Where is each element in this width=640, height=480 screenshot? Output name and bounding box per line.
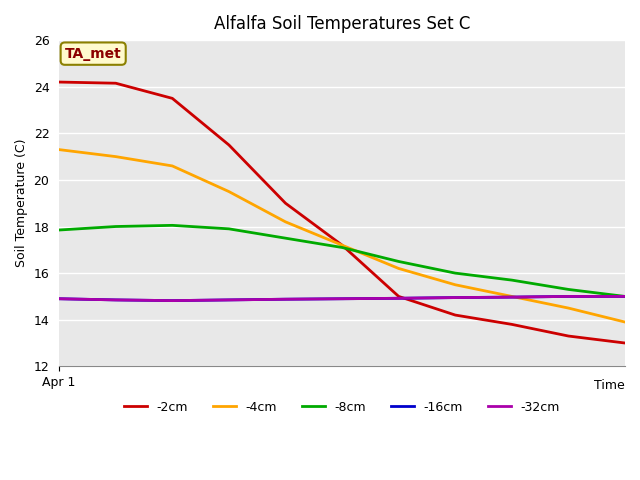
-16cm (225, 297, 233, 303)
Text: TA_met: TA_met (65, 47, 122, 60)
-4cm (395, 265, 403, 271)
X-axis label: Time: Time (595, 379, 625, 392)
Y-axis label: Soil Temperature (C): Soil Temperature (C) (15, 139, 28, 267)
-32cm (55, 296, 63, 301)
-2cm (451, 312, 459, 318)
-2cm (282, 200, 289, 206)
-8cm (225, 226, 233, 232)
-32cm (508, 294, 516, 300)
-2cm (225, 142, 233, 148)
-32cm (451, 295, 459, 300)
-4cm (451, 282, 459, 288)
-16cm (508, 294, 516, 300)
-2cm (168, 96, 176, 101)
-16cm (338, 296, 346, 301)
-32cm (621, 294, 629, 300)
-8cm (112, 224, 120, 229)
-4cm (168, 163, 176, 169)
-8cm (564, 287, 572, 292)
Line: -4cm: -4cm (59, 150, 625, 322)
-8cm (395, 259, 403, 264)
-32cm (112, 297, 120, 303)
-4cm (338, 242, 346, 248)
-4cm (282, 219, 289, 225)
Legend: -2cm, -4cm, -8cm, -16cm, -32cm: -2cm, -4cm, -8cm, -16cm, -32cm (119, 396, 565, 419)
-8cm (282, 235, 289, 241)
-16cm (282, 296, 289, 302)
-2cm (338, 242, 346, 248)
-4cm (621, 319, 629, 325)
-2cm (621, 340, 629, 346)
-16cm (395, 295, 403, 301)
-16cm (564, 294, 572, 300)
-32cm (282, 296, 289, 302)
-8cm (338, 245, 346, 251)
Title: Alfalfa Soil Temperatures Set C: Alfalfa Soil Temperatures Set C (214, 15, 470, 33)
-16cm (621, 294, 629, 300)
-32cm (338, 296, 346, 301)
-8cm (621, 294, 629, 300)
-32cm (395, 295, 403, 301)
-8cm (55, 227, 63, 233)
-2cm (395, 294, 403, 300)
-4cm (112, 154, 120, 159)
-2cm (112, 80, 120, 86)
-8cm (508, 277, 516, 283)
-16cm (112, 297, 120, 303)
-8cm (168, 222, 176, 228)
-4cm (508, 294, 516, 300)
-4cm (225, 189, 233, 194)
-4cm (564, 305, 572, 311)
-16cm (168, 298, 176, 303)
-32cm (225, 297, 233, 303)
-8cm (451, 270, 459, 276)
-32cm (168, 298, 176, 303)
Line: -2cm: -2cm (59, 82, 625, 343)
-16cm (55, 296, 63, 301)
-4cm (55, 147, 63, 153)
-2cm (55, 79, 63, 85)
-32cm (564, 294, 572, 300)
Line: -8cm: -8cm (59, 225, 625, 297)
Line: -32cm: -32cm (59, 297, 625, 300)
-2cm (564, 333, 572, 339)
-2cm (508, 322, 516, 327)
-16cm (451, 295, 459, 300)
Line: -16cm: -16cm (59, 297, 625, 300)
